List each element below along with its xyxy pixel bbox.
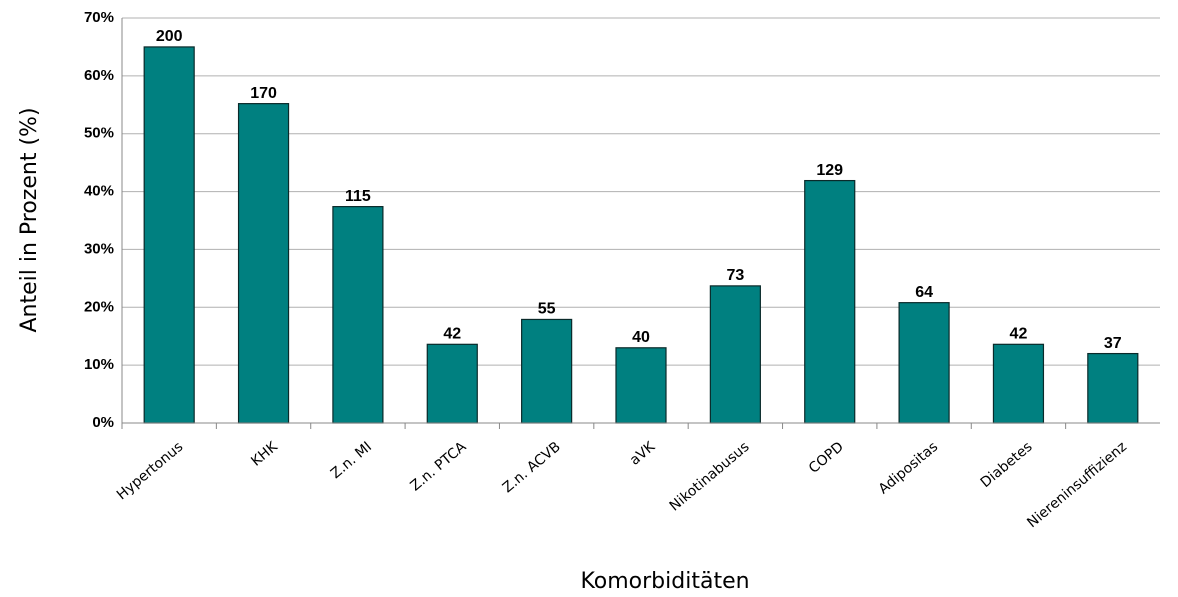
bar	[1087, 352, 1139, 424]
x-tick-label: aVK	[627, 438, 659, 468]
bar	[709, 285, 761, 424]
bar	[898, 302, 950, 424]
value-label: 64	[915, 284, 933, 301]
bar	[332, 206, 384, 424]
x-tick-label: Niereninsuffizienz	[1024, 439, 1130, 531]
x-tick-label: KHK	[248, 438, 281, 469]
value-label: 129	[816, 162, 843, 179]
y-axis-title: Anteil in Prozent (%)	[17, 107, 42, 332]
bar	[615, 347, 667, 424]
value-label: 55	[538, 301, 556, 318]
value-label: 40	[632, 329, 650, 346]
value-label: 73	[726, 267, 744, 284]
x-tick-label: Adipositas	[876, 439, 942, 498]
value-label: 37	[1104, 335, 1122, 352]
value-label: 42	[443, 326, 461, 343]
bar	[804, 179, 856, 424]
x-tick-label: Diabetes	[978, 439, 1036, 491]
value-label: 42	[1010, 326, 1028, 343]
value-label: 200	[156, 28, 183, 45]
y-tick-label: 50%	[84, 125, 114, 142]
x-tick-label: Nikotinabusus	[667, 439, 753, 515]
value-label: 115	[345, 188, 371, 205]
value-label: 170	[250, 85, 277, 102]
y-tick-label: 10%	[84, 356, 114, 373]
y-tick-label: 30%	[84, 240, 114, 257]
y-tick-label: 0%	[92, 414, 114, 431]
x-tick-label: Z.n. MI	[328, 439, 375, 482]
bar	[992, 343, 1045, 424]
y-tick-label: 40%	[84, 183, 114, 200]
x-tick-label: COPD	[806, 439, 847, 477]
y-tick-label: 20%	[84, 298, 114, 315]
x-tick-label: Z.n. ACVB	[500, 439, 564, 496]
x-tick-label: Hypertonus	[114, 439, 186, 503]
bar	[237, 103, 290, 424]
x-axis-title: Komorbiditäten	[580, 569, 749, 594]
bar	[143, 46, 195, 424]
bar	[521, 318, 573, 424]
x-tick-label: Z.n. PTCA	[408, 439, 470, 495]
bar	[426, 343, 478, 424]
y-tick-label: 60%	[84, 67, 114, 84]
y-tick-label: 70%	[84, 9, 114, 26]
